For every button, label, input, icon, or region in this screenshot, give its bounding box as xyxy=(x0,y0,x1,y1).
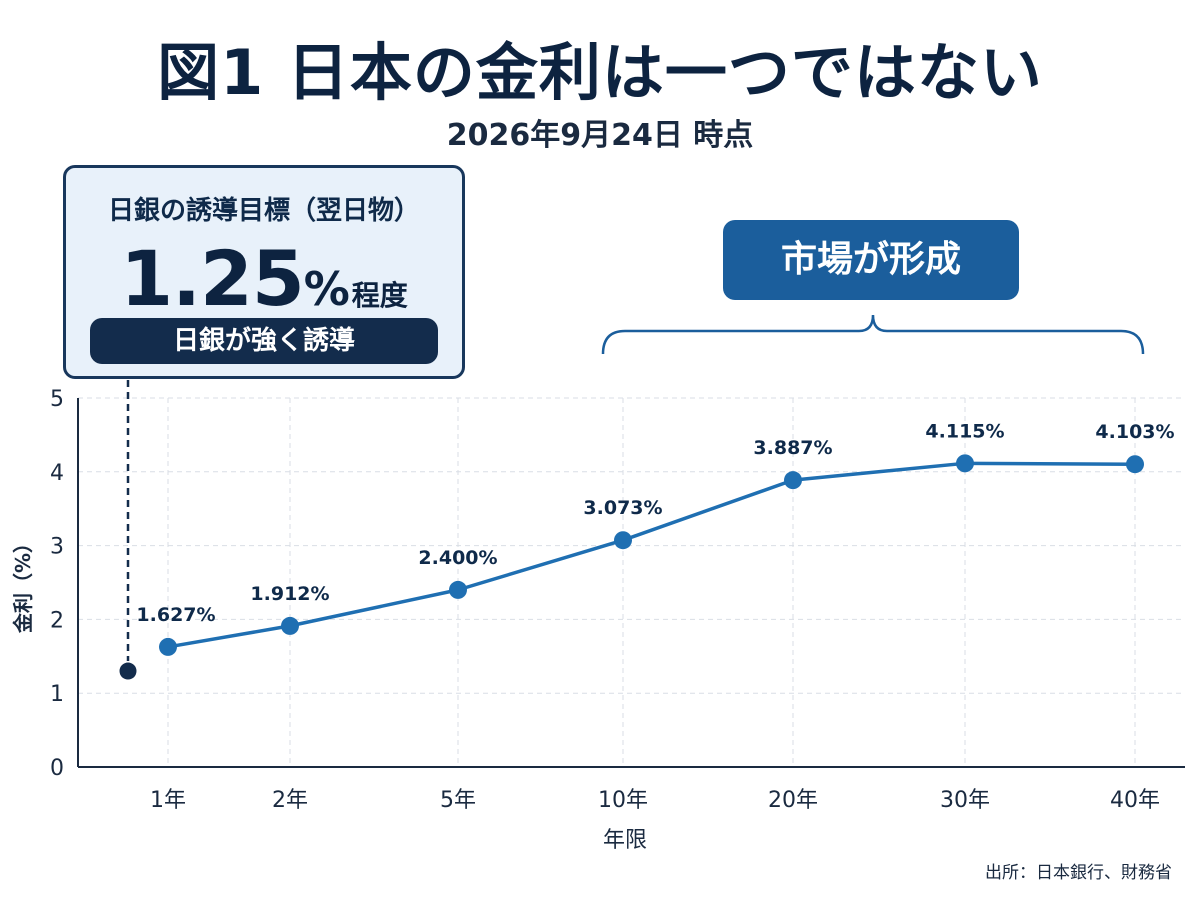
chart-grid xyxy=(78,397,1185,767)
yield-point xyxy=(281,616,299,635)
yield-point xyxy=(1126,455,1144,474)
y-tick-labels: 0 1 2 3 4 5 xyxy=(50,387,64,781)
y-axis-label: 金利（%） xyxy=(11,533,35,634)
x-tick-label: 10年 xyxy=(598,788,648,813)
yield-data-label: 1.912% xyxy=(250,583,329,605)
boj-target-label: 日銀の誘導目標（翌日物） xyxy=(107,196,420,226)
y-tick-label: 2 xyxy=(50,608,64,633)
boj-target-marker xyxy=(119,380,137,680)
yield-data-label: 4.115% xyxy=(925,420,1004,442)
x-tick-labels: 1年 2年 5年 10年 20年 30年 40年 xyxy=(150,788,1160,813)
yield-point xyxy=(956,454,974,473)
x-tick-label: 1年 xyxy=(150,788,186,813)
source-note: 出所：日本銀行、財務省 xyxy=(985,863,1172,883)
market-brace xyxy=(601,314,1145,355)
yield-point xyxy=(784,471,802,490)
y-tick-label: 1 xyxy=(50,682,64,707)
yield-data-label: 1.627% xyxy=(136,604,215,626)
boj-guidance-pill: 日銀が強く誘導 xyxy=(90,318,438,364)
boj-rate-line: 1.25%程度 xyxy=(66,234,462,323)
yield-data-label: 3.073% xyxy=(583,497,662,519)
yield-point xyxy=(449,580,467,599)
page-subtitle: 2026年9月24日 時点 xyxy=(446,118,754,153)
y-tick-label: 3 xyxy=(50,535,64,560)
yield-data-label: 2.400% xyxy=(418,547,497,569)
page-title: 図1 日本の金利は一つではない xyxy=(157,36,1043,109)
boj-rate-value: 1.25 xyxy=(120,234,305,323)
x-tick-label: 2年 xyxy=(272,788,308,813)
yield-data-label: 3.887% xyxy=(753,437,832,459)
chart-axes xyxy=(77,398,1185,768)
x-tick-label: 20年 xyxy=(768,788,818,813)
y-tick-label: 5 xyxy=(50,387,64,412)
boj-target-callout: 日銀の誘導目標（翌日物） 1.25%程度 日銀が強く誘導 xyxy=(63,165,465,379)
yield-point xyxy=(614,531,632,550)
yield-point xyxy=(159,637,177,656)
y-tick-label: 0 xyxy=(50,756,64,781)
boj-rate-percent: % xyxy=(303,262,350,316)
market-formed-callout: 市場が形成 xyxy=(723,220,1019,300)
series-line-group: 1.627% 1.912% 2.400% 3.073% 3.887% 4.115% 4.10… xyxy=(136,420,1175,656)
x-tick-label: 5年 xyxy=(440,788,476,813)
y-tick-label: 4 xyxy=(50,461,64,486)
x-tick-label: 30年 xyxy=(940,788,990,813)
yield-data-label: 4.103% xyxy=(1095,421,1174,443)
boj-rate-approx: 程度 xyxy=(351,279,408,312)
x-axis-label: 年限 xyxy=(603,828,647,853)
market-brace-path xyxy=(601,314,1145,355)
boj-target-point xyxy=(119,662,137,680)
x-tick-label: 40年 xyxy=(1110,788,1160,813)
